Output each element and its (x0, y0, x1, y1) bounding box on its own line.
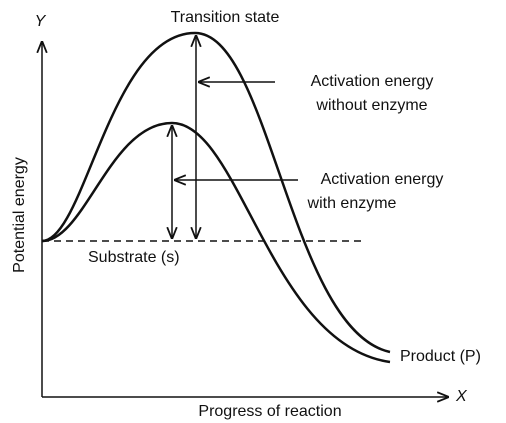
label-with-1: Activation energy (321, 171, 444, 188)
label-without-2: without enzyme (315, 97, 427, 114)
product-label: Product (P) (400, 348, 481, 365)
label-with-2: with enzyme (307, 195, 397, 212)
x-axis-label: Progress of reaction (198, 403, 341, 420)
transition-state-label: Transition state (171, 9, 280, 26)
curve-with-enzyme (41, 121, 391, 364)
y-axis-label: Potential energy (11, 157, 28, 273)
x-letter: X (455, 388, 468, 405)
y-letter: Y (35, 13, 47, 30)
substrate-label: Substrate (s) (88, 249, 180, 266)
label-without-1: Activation energy (311, 73, 434, 90)
curve-without-enzyme (41, 31, 391, 354)
